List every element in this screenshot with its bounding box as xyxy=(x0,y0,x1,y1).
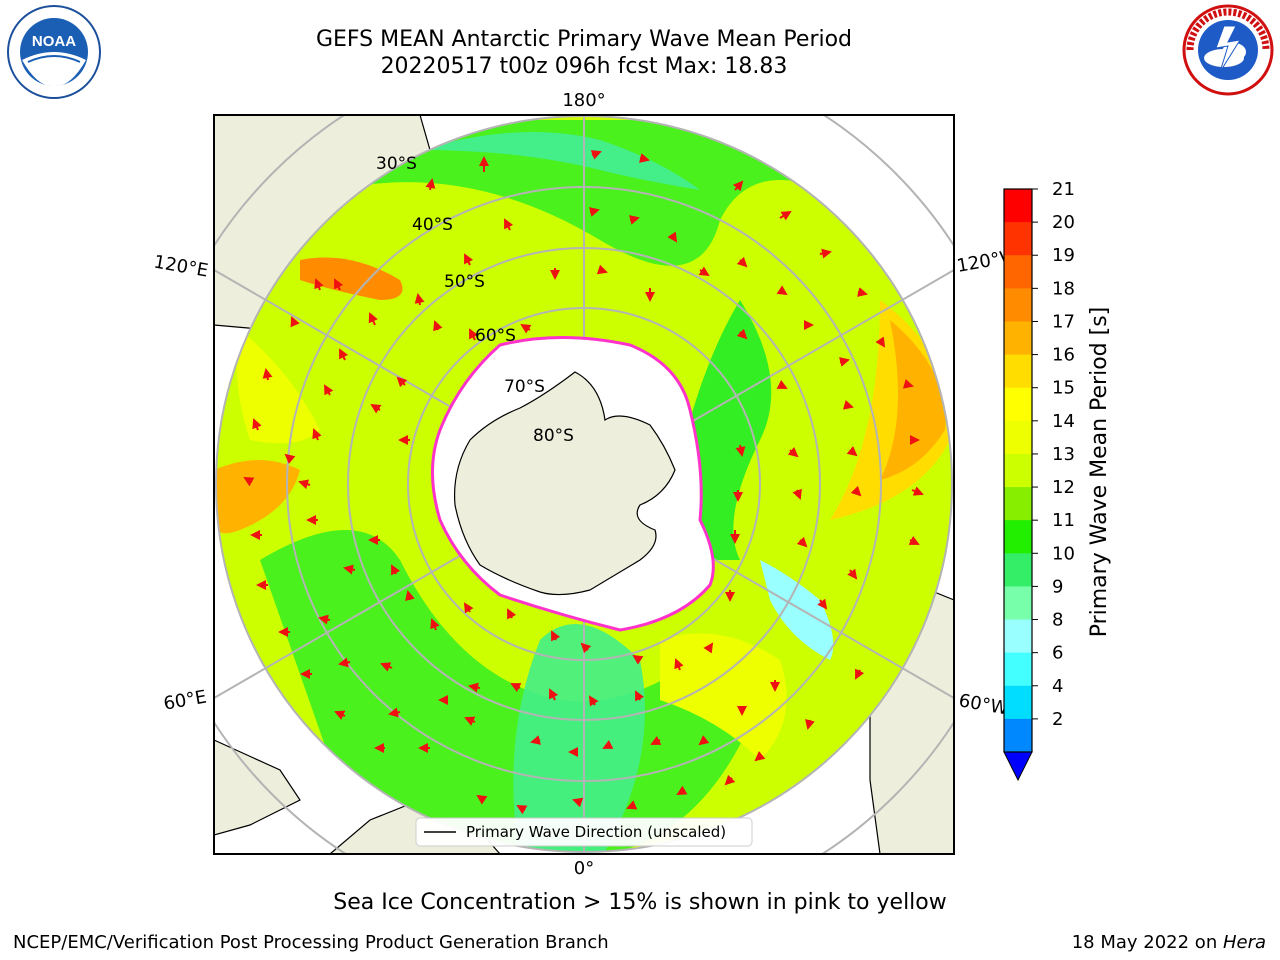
colorbar-frame xyxy=(1003,188,1033,753)
colorbar-segment xyxy=(1004,354,1032,389)
colorbar-tick-label: 13 xyxy=(1052,444,1075,465)
colorbar-segment xyxy=(1004,189,1032,223)
colorbar-tick-label: 11 xyxy=(1052,510,1075,531)
wave-direction-arrows xyxy=(243,150,924,815)
colorbar-segment xyxy=(1004,487,1032,521)
colorbar-segment xyxy=(1004,288,1032,322)
footer-credit: NCEP/EMC/Verification Post Processing Pr… xyxy=(13,932,609,953)
colorbar-label: Primary Wave Mean Period [s] xyxy=(1087,307,1112,638)
colorbar-tick-label: 10 xyxy=(1052,543,1075,564)
colorbar-tick-label: 16 xyxy=(1052,345,1075,366)
colorbar-tick-label: 17 xyxy=(1052,311,1075,332)
colorbar-tick-label: 2 xyxy=(1052,709,1063,730)
noaa-logo-text: NOAA xyxy=(32,33,76,50)
map-area xyxy=(214,115,954,854)
footer-host: Hera xyxy=(1222,932,1266,953)
colorbar-tick-label: 15 xyxy=(1052,378,1075,399)
colorbar-segment xyxy=(1004,553,1032,587)
chart-subtitle: 20220517 t00z 096h fcst Max: 18.83 xyxy=(380,54,788,79)
antarctica-land xyxy=(453,371,676,596)
legend-label: Primary Wave Direction (unscaled) xyxy=(466,823,726,841)
lat-label-50s: 50°S xyxy=(444,272,485,292)
colorbar-tick-label: 9 xyxy=(1052,576,1063,597)
colorbar-tick-label: 6 xyxy=(1052,643,1063,664)
colorbar-segment xyxy=(1004,718,1032,753)
sea-ice-caption: Sea Ice Concentration > 15% is shown in … xyxy=(333,890,947,915)
colorbar-segment xyxy=(1004,420,1032,455)
lon-label-180: 180° xyxy=(562,90,605,111)
colorbar-segment xyxy=(1004,321,1032,356)
colorbar-tick-label: 18 xyxy=(1052,278,1075,299)
lat-label-70s: 70°S xyxy=(504,377,545,397)
colorbar: 21 20 19 18 17 16 15 14 13 12 11 10 9 8 6 4 2 Primary Wa… xyxy=(1003,179,1112,782)
colorbar-tick-label: 20 xyxy=(1052,212,1075,233)
map-frame xyxy=(213,114,955,855)
lat-label-40s: 40°S xyxy=(412,215,453,235)
lon-label-60e: 60°E xyxy=(162,686,208,714)
lon-label-120e: 120°E xyxy=(152,251,210,281)
colorbar-tick-label: 12 xyxy=(1052,477,1075,498)
map-legend: Primary Wave Direction (unscaled) xyxy=(415,817,753,847)
lon-label-0: 0° xyxy=(574,858,594,879)
colorbar-segment xyxy=(1004,619,1032,654)
colorbar-tick-label: 8 xyxy=(1052,610,1063,631)
chart-title: GEFS MEAN Antarctic Primary Wave Mean Pe… xyxy=(315,27,853,52)
colorbar-segment xyxy=(1004,685,1032,720)
lon-label-60w: 60°W xyxy=(957,690,1010,719)
colorbar-extend-triangle xyxy=(1003,751,1033,782)
colorbar-segment xyxy=(1004,520,1032,554)
colorbar-segment xyxy=(1004,652,1032,687)
lat-label-30s: 30°S xyxy=(376,154,417,174)
colorbar-segment xyxy=(1004,387,1032,422)
colorbar-segment xyxy=(1004,222,1032,256)
footer-date-text: 18 May 2022 on xyxy=(1071,932,1223,953)
lat-label-80s: 80°S xyxy=(533,426,574,446)
colorbar-tick-label: 4 xyxy=(1052,676,1063,697)
colorbar-tick-label: 14 xyxy=(1052,411,1075,432)
noaa-logo: NOAA xyxy=(7,5,101,99)
lat-label-60s: 60°S xyxy=(475,326,516,346)
footer-date: 18 May 2022 on Hera xyxy=(1072,932,1266,953)
colorbar-segment xyxy=(1004,453,1032,488)
colorbar-tick-label: 19 xyxy=(1052,245,1075,266)
nws-logo xyxy=(1182,4,1274,96)
colorbar-segment xyxy=(1004,586,1032,621)
colorbar-tick-label: 21 xyxy=(1052,179,1075,200)
colorbar-segment xyxy=(1004,255,1032,289)
